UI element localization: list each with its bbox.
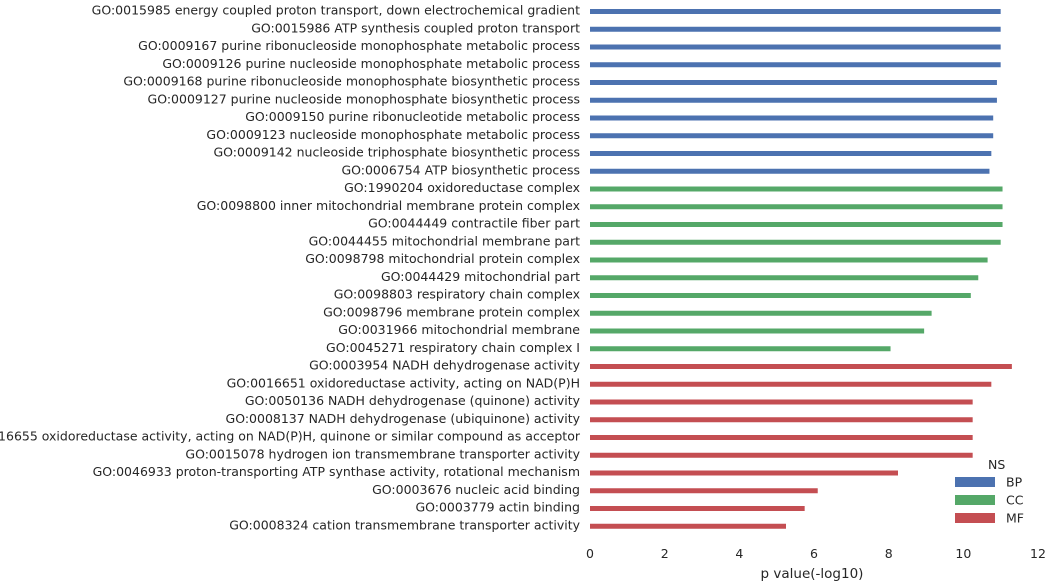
category-label: GO:0003676 nucleic acid binding: [372, 482, 580, 497]
bar-21: [590, 364, 1012, 369]
bar-22: [590, 381, 992, 387]
category-label: GO:1990204 oxidoreductase complex: [344, 180, 580, 195]
legend: NS BP CC MF: [955, 457, 1024, 526]
bar-12: [590, 204, 1003, 210]
bar-28: [590, 488, 818, 494]
category-label: GO:0098796 membrane protein complex: [323, 304, 580, 319]
category-label: GO:0008324 cation transmembrane transpor…: [229, 517, 580, 532]
legend-swatch-mf: [955, 513, 995, 523]
category-label: GO:0008137 NADH dehydrogenase (ubiquinon…: [226, 411, 581, 426]
x-tick-labels: 0 2 4 6 8 10 12: [586, 546, 1046, 561]
x-tick-label: 6: [810, 546, 818, 561]
bar-23: [590, 399, 973, 405]
bar-5: [590, 80, 997, 85]
category-label: GO:0009168 purine ribonucleoside monopho…: [123, 74, 580, 89]
category-labels: GO:0015985 energy coupled proton transpo…: [0, 3, 581, 533]
category-label: GO:0098800 inner mitochondrial membrane …: [197, 198, 580, 213]
x-tick-label: 2: [661, 546, 669, 561]
x-axis-title: p value(-log10): [761, 566, 864, 582]
category-label: GO:0016651 oxidoreductase activity, acti…: [227, 375, 580, 390]
legend-title: NS: [988, 457, 1005, 472]
category-label: GO:0006754 ATP biosynthetic process: [341, 162, 580, 177]
bar-25: [590, 435, 973, 440]
bar-9: [590, 151, 992, 156]
category-label: GO:0098798 mitochondrial protein complex: [305, 251, 580, 266]
category-label: GO:0044429 mitochondrial part: [381, 269, 580, 284]
legend-label-bp: BP: [1006, 475, 1023, 490]
x-tick-label: 4: [735, 546, 743, 561]
bar-17: [590, 293, 971, 298]
bar-30: [590, 523, 786, 529]
bar-20: [590, 346, 891, 352]
bar-6: [590, 97, 997, 103]
bar-15: [590, 257, 988, 263]
bar-7: [590, 115, 994, 121]
category-label: GO:0009127 purine nucleoside monophospha…: [148, 91, 580, 106]
bar-14: [590, 239, 1001, 245]
bar-19: [590, 328, 925, 334]
category-label: GO:0015986 ATP synthesis coupled proton …: [251, 20, 580, 35]
category-label: GO:0009126 purine nucleoside monophospha…: [162, 56, 580, 71]
bar-26: [590, 452, 973, 458]
category-label: GO:0098803 respiratory chain complex: [334, 287, 580, 302]
category-label: GO:0009167 purine ribonucleoside monopho…: [138, 38, 580, 53]
category-label: GO:0046933 proton-transporting ATP synth…: [93, 464, 580, 479]
category-label: GO:0050136 NADH dehydrogenase (quinone) …: [245, 393, 581, 408]
x-tick-label: 0: [586, 546, 594, 561]
bar-29: [590, 506, 805, 511]
category-label: GO:0031966 mitochondrial membrane: [338, 322, 580, 337]
category-label: GO:0044449 contractile fiber part: [368, 216, 580, 231]
bar-8: [590, 133, 994, 139]
bar-1: [590, 9, 1001, 14]
category-label: GO:0009142 nucleoside triphosphate biosy…: [213, 145, 580, 160]
category-label: GO:0009123 nucleoside monophosphate meta…: [206, 127, 580, 142]
legend-swatch-cc: [955, 495, 995, 505]
category-label: GO:0044455 mitochondrial membrane part: [309, 233, 580, 248]
bar-4: [590, 62, 1001, 68]
legend-label-cc: CC: [1006, 493, 1024, 508]
legend-label-mf: MF: [1006, 511, 1024, 526]
bar-10: [590, 168, 990, 174]
bar-13: [590, 222, 1003, 227]
category-label: GO:0009150 purine ribonucleotide metabol…: [245, 109, 580, 124]
category-label: GO:0003779 actin binding: [415, 500, 580, 515]
bar-3: [590, 44, 1001, 50]
bar-11: [590, 186, 1003, 192]
bars-group: [590, 9, 1012, 529]
category-label: GO:0016655 oxidoreductase activity, acti…: [0, 429, 581, 444]
x-tick-label: 12: [1030, 546, 1046, 561]
category-label: GO:0045271 respiratory chain complex I: [326, 340, 580, 355]
bar-18: [590, 310, 932, 316]
legend-swatch-bp: [955, 477, 995, 487]
bar-24: [590, 417, 973, 423]
x-tick-label: 10: [955, 546, 971, 561]
x-tick-label: 8: [885, 546, 893, 561]
bar-27: [590, 470, 898, 476]
bar-2: [590, 26, 1001, 32]
category-label: GO:0003954 NADH dehydrogenase activity: [309, 358, 581, 373]
category-label: GO:0015985 energy coupled proton transpo…: [92, 3, 580, 18]
bar-16: [590, 275, 979, 281]
category-label: GO:0015078 hydrogen ion transmembrane tr…: [185, 446, 580, 461]
